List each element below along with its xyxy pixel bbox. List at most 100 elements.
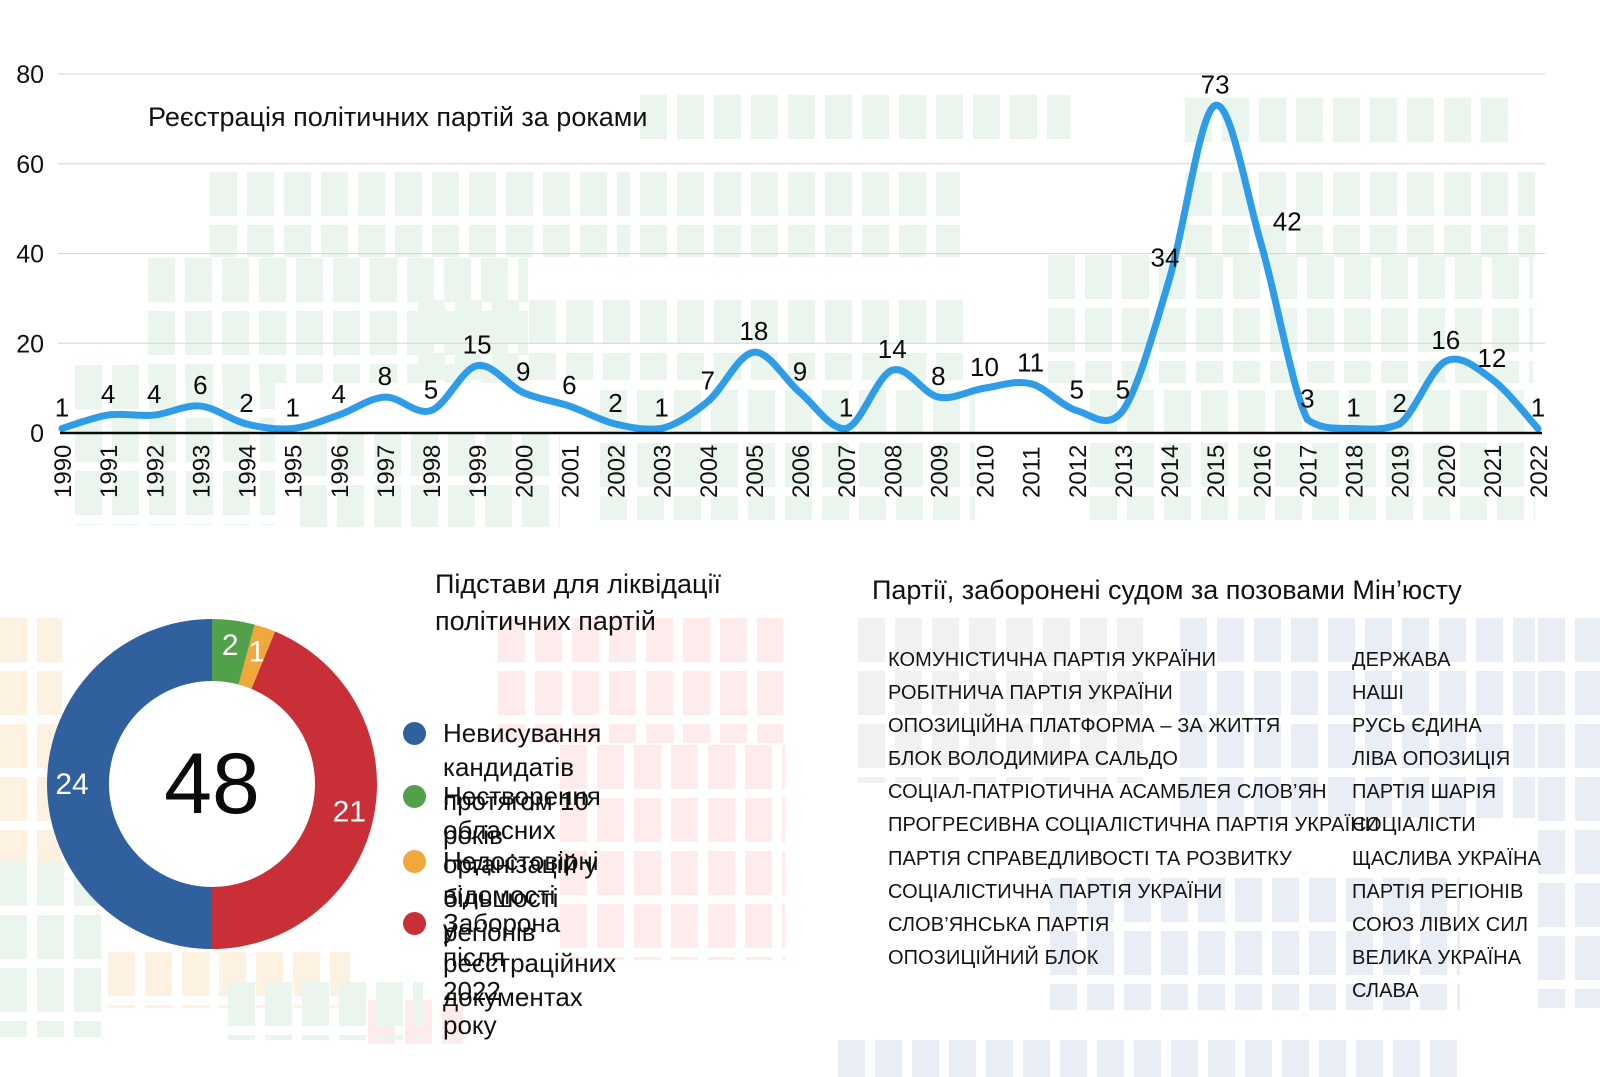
donut-segment (47, 619, 212, 949)
x-axis-year-label: 2001 (557, 445, 584, 498)
data-point-label: 6 (562, 370, 576, 400)
donut-segment-value: 1 (249, 635, 266, 668)
legend-item: Заборона після 2022 року (403, 906, 560, 1042)
x-axis-year-label: 1999 (465, 445, 492, 498)
data-point-label: 34 (1151, 242, 1180, 272)
background-pattern (210, 172, 630, 257)
background-pattern (640, 95, 1070, 145)
party-list-item: РУСЬ ЄДИНА (1352, 715, 1482, 738)
data-point-label: 8 (378, 361, 392, 391)
data-point-label: 5 (1070, 375, 1084, 405)
x-axis-year-label: 2003 (650, 445, 677, 498)
data-point-label: 4 (147, 379, 161, 409)
line-series (58, 101, 1542, 433)
party-list-item: СОЮЗ ЛІВИХ СИЛ (1352, 913, 1529, 936)
x-axis-year-label: 2020 (1434, 445, 1461, 498)
data-point-label: 5 (424, 375, 438, 405)
party-list-item: СЛОВ’ЯНСЬКА ПАРТІЯ (888, 913, 1110, 936)
data-point-label: 4 (101, 379, 115, 409)
data-point-label: 12 (1477, 343, 1506, 373)
data-point-label: 7 (701, 366, 715, 396)
x-axis-year-label: 2002 (604, 445, 631, 498)
data-point-label: 5 (1116, 375, 1130, 405)
data-point-label: 8 (931, 361, 945, 391)
background-pattern (858, 618, 1143, 783)
data-point-label: 1 (654, 393, 668, 423)
party-list-item: ОПОЗИЦІЙНА ПЛАТФОРМА – ЗА ЖИТТЯ (888, 715, 1281, 738)
party-list-item: ЛІВА ОПОЗИЦІЯ (1352, 748, 1511, 771)
donut-chart: 2 1 21 24 (47, 619, 377, 949)
x-axis-year-label: 1992 (142, 445, 169, 498)
y-tick-label: 60 (16, 151, 44, 179)
legend-item: Нестворення обласних організацій у більш… (403, 779, 601, 949)
x-axis-year-label: 2004 (696, 445, 723, 498)
party-list-item: СОЦІАЛІСТИ (1352, 814, 1476, 837)
x-axis-year-label: 1993 (188, 445, 215, 498)
banned-parties-column-1: КОМУНІСТИЧНА ПАРТІЯ УКРАЇНИ РОБІТНИЧА ПАР… (888, 644, 1379, 975)
data-point-label: 2 (1392, 388, 1406, 418)
x-axis-year-label: 2022 (1526, 445, 1553, 498)
donut-segment (238, 624, 276, 689)
background-pattern (560, 745, 785, 960)
donut-segment (212, 631, 377, 949)
legend-dot-icon (403, 912, 426, 935)
data-point-label: 1 (1346, 393, 1360, 423)
x-axis-year-label: 1998 (419, 445, 446, 498)
background-pattern (1090, 390, 1535, 520)
data-point-label: 16 (1431, 325, 1460, 355)
data-point-label: 4 (332, 379, 346, 409)
party-list-item: СОЦІАЛІСТИЧНА ПАРТІЯ УКРАЇНИ (888, 880, 1223, 903)
data-point-label: 18 (739, 316, 768, 346)
background-pattern (838, 1040, 1463, 1077)
background-pattern (228, 982, 423, 1040)
x-axis-year-label: 2016 (1249, 445, 1276, 498)
data-point-label: 3 (1300, 384, 1314, 414)
legend-item-label: Невисування кандидатів протягом 10 років (443, 718, 602, 850)
x-axis-year-label: 2019 (1388, 445, 1415, 498)
data-point-label: 1 (285, 393, 299, 423)
x-axis-year-label: 2017 (1295, 445, 1322, 498)
x-axis-year-label: 1994 (235, 445, 262, 498)
x-axis-year-label: 2000 (511, 445, 538, 498)
legend-dot-icon (403, 850, 426, 873)
background-pattern (0, 618, 62, 868)
party-list-item: ПАРТІЯ ШАРІЯ (1352, 781, 1497, 804)
donut-segment-value: 21 (333, 795, 366, 828)
party-list-item: СОЦІАЛ-ПАТРІОТИЧНА АСАМБЛЕЯ СЛОВ’ЯН (888, 781, 1327, 804)
banned-parties-column-2: ДЕРЖАВА НАШІ РУСЬ ЄДИНА ЛІВА ОПОЗИЦІЯ ПАРТІЯ… (1352, 644, 1541, 1008)
party-list-item: СЛАВА (1352, 979, 1419, 1002)
x-axis-year-label: 2018 (1342, 445, 1369, 498)
x-axis-year-label: 2012 (1065, 445, 1092, 498)
x-axis-year-label: 2015 (1203, 445, 1230, 498)
y-tick-label: 0 (30, 420, 44, 448)
x-axis-year-label: 2014 (1157, 445, 1184, 498)
x-axis-year-label: 1991 (96, 445, 123, 498)
donut-segment-value: 24 (55, 768, 88, 801)
background-pattern (1185, 98, 1515, 148)
x-axis-year-label: 2010 (973, 445, 1000, 498)
legend-item: Невисування кандидатів протягом 10 років (403, 716, 601, 852)
background-pattern (640, 172, 960, 257)
party-list-item: РОБІТНИЧА ПАРТІЯ УКРАЇНИ (888, 682, 1173, 705)
party-list-item: ВЕЛИКА УКРАЇНА (1352, 946, 1522, 969)
data-point-label: 2 (608, 388, 622, 418)
x-axis-year-label: 1990 (50, 445, 77, 498)
party-list-item: ПАРТІЯ РЕГІОНІВ (1352, 880, 1524, 903)
x-axis-year-label: 2005 (742, 445, 769, 498)
data-point-label: 6 (193, 370, 207, 400)
data-point-label: 73 (1201, 69, 1230, 99)
party-list-item: ПРОГРЕСИВНА СОЦІАЛІСТИЧНА ПАРТІЯ УКРАЇНИ (888, 814, 1380, 837)
data-point-label: 9 (516, 357, 530, 387)
donut-segment-value: 2 (222, 629, 239, 662)
x-axis-year-label: 1997 (373, 445, 400, 498)
party-list-item: ОПОЗИЦІЙНИЙ БЛОК (888, 946, 1099, 969)
x-axis-year-label: 2006 (788, 445, 815, 498)
legend-item: Недостовірні відомості у реєстраційних д… (403, 844, 616, 1014)
x-axis-year-label: 1995 (281, 445, 308, 498)
party-list-item: НАШІ (1352, 682, 1405, 705)
data-point-label: 10 (970, 352, 999, 382)
background-pattern (300, 432, 560, 527)
background-pattern (1538, 618, 1600, 1008)
